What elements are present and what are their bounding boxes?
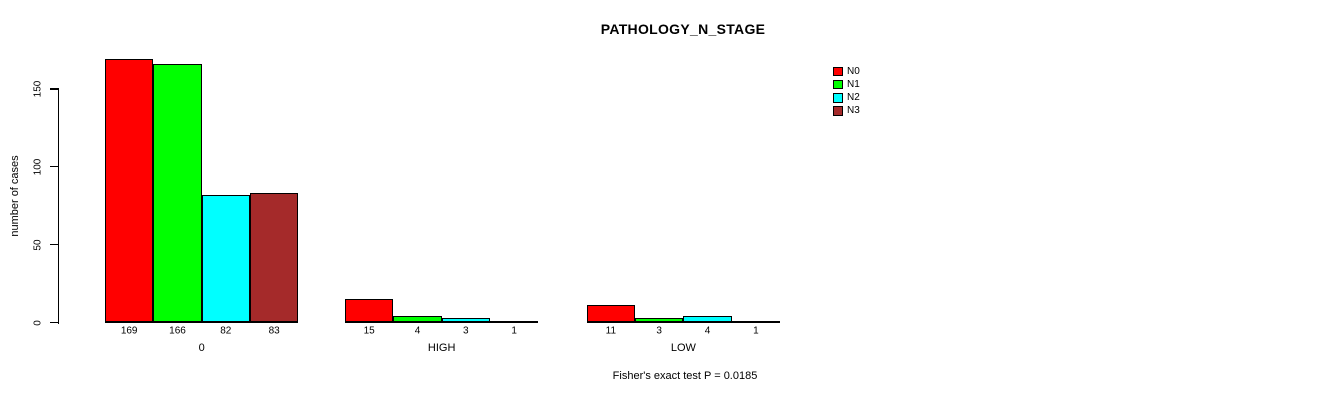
fisher-test-annotation: Fisher's exact test P = 0.0185 (612, 370, 758, 382)
legend-label-N3: N3 (847, 105, 860, 117)
bar-value-label: 3 (463, 325, 469, 336)
y-tick-mark (50, 166, 59, 168)
bar-value-label: 166 (169, 325, 186, 336)
category-label-0: 0 (198, 341, 205, 354)
y-axis-label: number of cases (9, 155, 21, 237)
y-tick-label: 150 (32, 80, 44, 98)
y-tick-label: 100 (32, 158, 44, 176)
bar-value-label: 169 (120, 325, 138, 336)
y-tick-mark (50, 244, 59, 246)
bar-value-label: 82 (220, 325, 232, 336)
bar-value-label: 4 (704, 325, 711, 336)
bar-HIGH-N0 (345, 299, 394, 323)
y-tick-label: 50 (32, 239, 44, 251)
legend-label-N2: N2 (847, 92, 860, 104)
legend-swatch-N1 (833, 79, 843, 90)
group-baseline (105, 321, 299, 324)
y-tick-mark (50, 321, 59, 324)
bar-0-N0 (105, 59, 154, 323)
legend-swatch-N2 (833, 93, 843, 103)
bar-value-label: 1 (753, 325, 759, 336)
legend-label-N1: N1 (847, 78, 860, 90)
bar-value-label: 3 (656, 325, 662, 336)
y-tick-label: 0 (32, 319, 44, 326)
y-axis-line (58, 89, 60, 324)
bar-value-label: 15 (363, 325, 375, 336)
bar-0-N1 (153, 64, 202, 323)
legend-swatch-N0 (833, 66, 843, 76)
bar-value-label: 4 (414, 325, 421, 336)
y-tick-mark (50, 88, 59, 90)
bar-0-N2 (201, 194, 250, 323)
category-label-LOW: LOW (670, 341, 696, 354)
chart-title: PATHOLOGY_N_STAGE (600, 21, 766, 37)
bar-LOW-N0 (586, 305, 636, 323)
category-label-HIGH: HIGH (427, 341, 456, 354)
group-baseline (586, 321, 780, 324)
bar-value-label: 83 (268, 325, 280, 336)
legend-swatch-N3 (833, 106, 843, 116)
legend-label-N0: N0 (847, 65, 860, 77)
group-baseline (345, 321, 539, 324)
bar-0-N3 (249, 193, 299, 323)
bar-value-label: 11 (605, 325, 617, 336)
bar-value-label: 1 (511, 325, 517, 336)
